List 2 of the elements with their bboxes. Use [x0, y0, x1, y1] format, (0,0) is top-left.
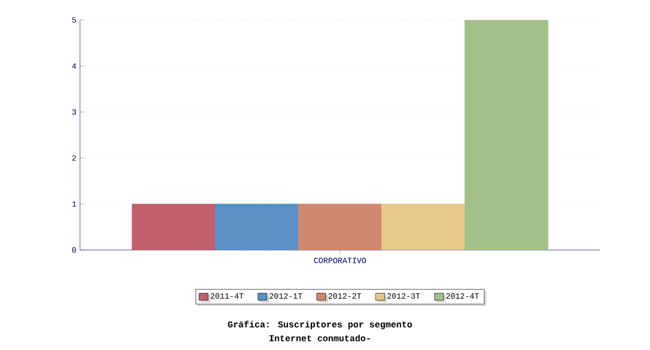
text: Internet conmutado-	[270, 334, 370, 342]
text: Gráfica: Suscriptores por segmento	[228, 320, 412, 330]
